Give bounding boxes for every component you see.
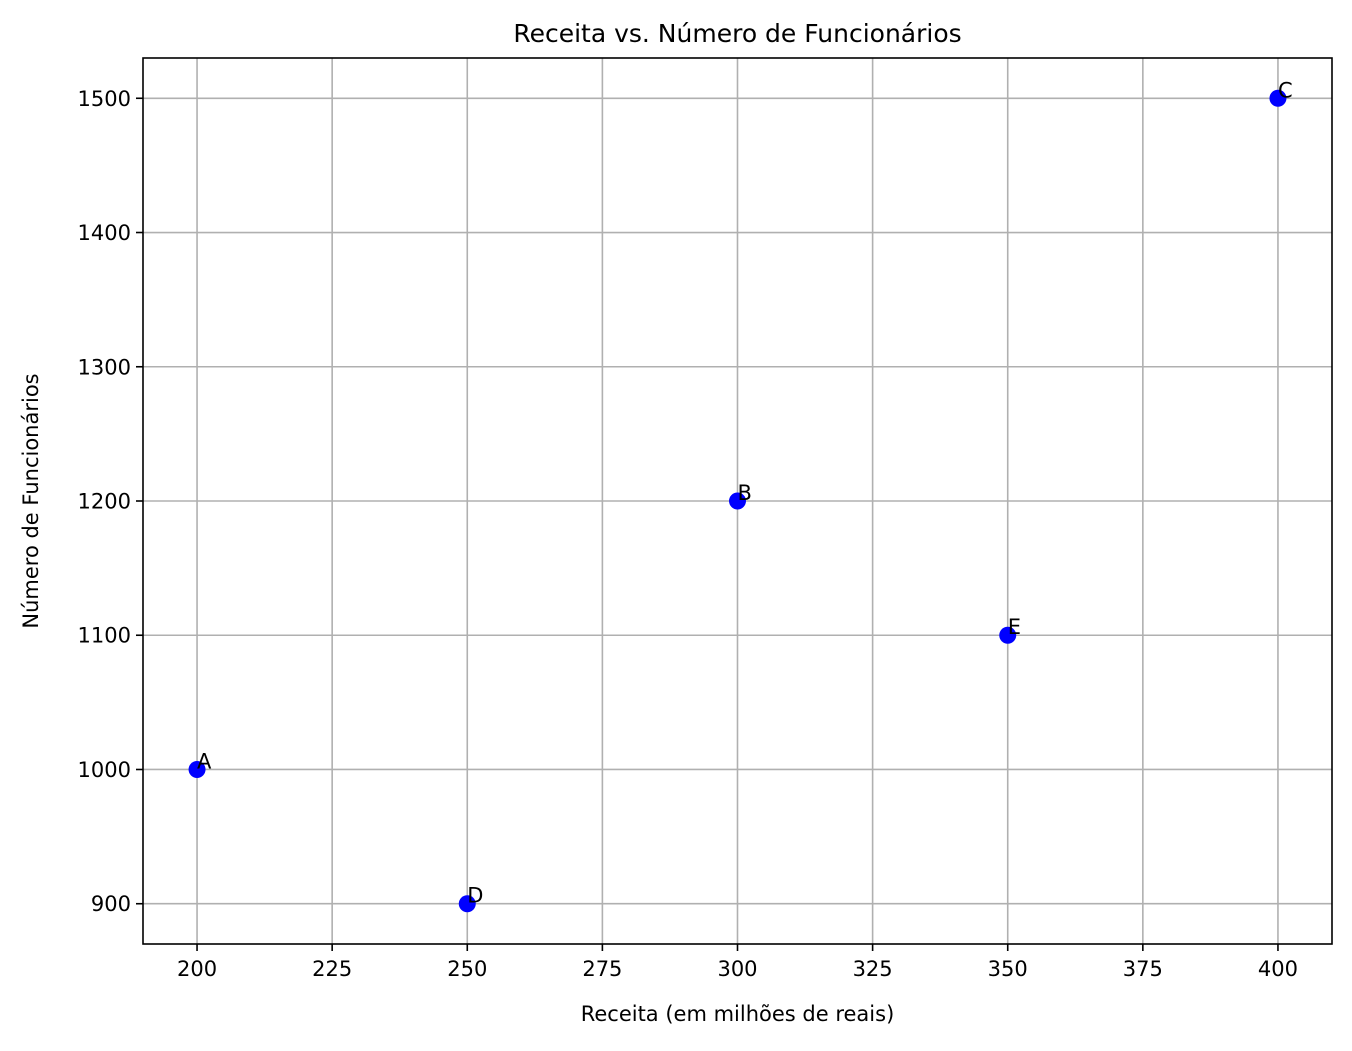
y-tick-label: 1000 bbox=[78, 758, 131, 782]
x-tick-label: 375 bbox=[1123, 957, 1163, 981]
y-tick-label: 1500 bbox=[78, 87, 131, 111]
x-tick-label: 250 bbox=[447, 957, 487, 981]
y-tick-label: 1100 bbox=[78, 624, 131, 648]
data-point-a bbox=[188, 760, 206, 778]
x-tick-label: 350 bbox=[988, 957, 1028, 981]
point-label-a: A bbox=[197, 749, 212, 773]
plot-frame bbox=[142, 57, 1333, 945]
x-axis-ticks: 200 225 250 275 300 325 350 375 400 bbox=[177, 944, 1298, 981]
x-tick-label: 400 bbox=[1258, 957, 1298, 981]
data-point-d bbox=[458, 895, 476, 913]
data-point-e bbox=[999, 626, 1017, 644]
point-label-c: C bbox=[1278, 78, 1293, 102]
data-point-b bbox=[729, 492, 746, 510]
x-tick-label: 325 bbox=[853, 957, 893, 981]
point-label-e: E bbox=[1008, 615, 1021, 639]
data-points: A B C D E bbox=[188, 78, 1293, 913]
x-tick-label: 275 bbox=[582, 957, 622, 981]
y-axis-title: Número de Funcionários bbox=[19, 373, 43, 628]
point-label-d: D bbox=[467, 884, 483, 908]
x-tick-label: 225 bbox=[312, 957, 352, 981]
y-axis-ticks: 900 1000 1100 1200 1300 1400 1500 bbox=[78, 87, 143, 916]
x-tick-label: 200 bbox=[177, 957, 217, 981]
y-tick-label: 1400 bbox=[78, 221, 131, 245]
y-tick-label: 1200 bbox=[78, 490, 131, 514]
x-axis-title: Receita (em milhões de reais) bbox=[581, 1002, 895, 1026]
x-tick-label: 300 bbox=[717, 957, 757, 981]
point-label-b: B bbox=[738, 481, 752, 505]
data-point-c bbox=[1269, 89, 1287, 107]
y-tick-label: 900 bbox=[91, 892, 131, 916]
chart-title: Receita vs. Número de Funcionários bbox=[513, 19, 961, 48]
y-tick-label: 1300 bbox=[78, 355, 131, 379]
